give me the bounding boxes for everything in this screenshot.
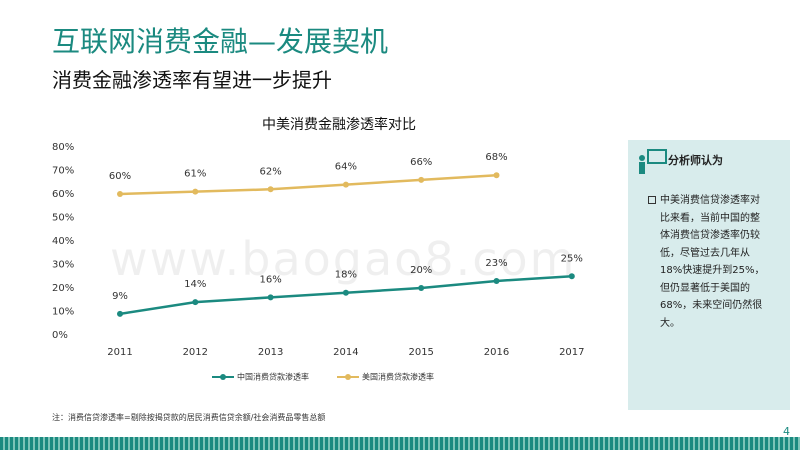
bullet: [648, 196, 656, 204]
point: [117, 191, 123, 197]
point: [418, 176, 425, 183]
data-label: 61%: [184, 169, 206, 180]
x-tick-label: 2016: [484, 347, 509, 358]
y-tick-label: 0%: [52, 330, 68, 341]
y-tick-label: 30%: [52, 260, 74, 271]
data-label: 20%: [410, 265, 432, 276]
footer-strip: [0, 437, 800, 450]
data-label: 14%: [184, 279, 206, 290]
x-tick-label: 2011: [107, 347, 132, 358]
point: [568, 273, 575, 280]
page-number: 4: [783, 425, 790, 438]
data-label: 60%: [109, 171, 131, 182]
data-label: 64%: [335, 162, 357, 173]
data-label: 62%: [259, 166, 281, 177]
chart-title: 中美消费金融渗透率对比: [262, 116, 416, 133]
legend-marker: [220, 374, 226, 380]
y-tick-label: 20%: [52, 283, 74, 294]
data-label: 16%: [259, 274, 281, 285]
watermark: www.baogao8.com: [110, 232, 577, 286]
x-tick-label: 2015: [408, 347, 433, 358]
legend-marker: [345, 374, 351, 380]
data-label: 23%: [485, 258, 507, 269]
slide-subtitle: 消费金融渗透率有望进一步提升: [52, 68, 332, 92]
point: [267, 294, 274, 301]
x-tick-label: 2013: [258, 347, 283, 358]
point: [117, 310, 123, 317]
data-label: 25%: [561, 253, 583, 264]
point: [493, 277, 500, 284]
point: [418, 285, 425, 291]
sidebar-title: 分析师认为: [668, 154, 723, 167]
x-tick-label: 2014: [333, 347, 358, 358]
footnote: 注：消费信贷渗透率=剔除按揭贷款的居民消费信贷余额/社会消费品零售总额: [52, 413, 326, 422]
y-tick-label: 60%: [52, 189, 74, 200]
point: [192, 299, 199, 306]
x-tick-label: 2017: [559, 347, 584, 358]
point: [342, 289, 349, 296]
data-label: 9%: [112, 291, 128, 302]
y-tick-label: 80%: [52, 142, 74, 153]
series-line: [119, 173, 497, 196]
y-tick-label: 70%: [52, 166, 74, 177]
slide-title: 互联网消费金融—发展契机: [52, 25, 389, 58]
legend-label: 中国消费贷款渗透率: [237, 372, 309, 382]
x-tick-label: 2012: [183, 347, 208, 358]
y-tick-label: 50%: [52, 213, 74, 224]
point: [192, 188, 199, 195]
data-label: 18%: [335, 270, 357, 281]
y-tick-label: 10%: [52, 307, 74, 318]
data-label: 66%: [410, 157, 432, 168]
point: [342, 181, 349, 188]
point: [267, 186, 274, 193]
sidebar-text: 中美消费信贷渗透率对比来看，当前中国的整体消费信贷渗透率仍较低，尽管过去几年从1…: [660, 195, 765, 329]
analyst-icon: [639, 149, 667, 174]
data-label: 68%: [485, 152, 507, 163]
y-tick-label: 40%: [52, 236, 74, 247]
point: [493, 172, 500, 179]
legend-label: 美国消费贷款渗透率: [362, 372, 434, 382]
sidebar: 分析师认为 中美消费信贷渗透率对比来看，当前中国的整体消费信贷渗透率仍较低，尽管…: [628, 140, 790, 410]
